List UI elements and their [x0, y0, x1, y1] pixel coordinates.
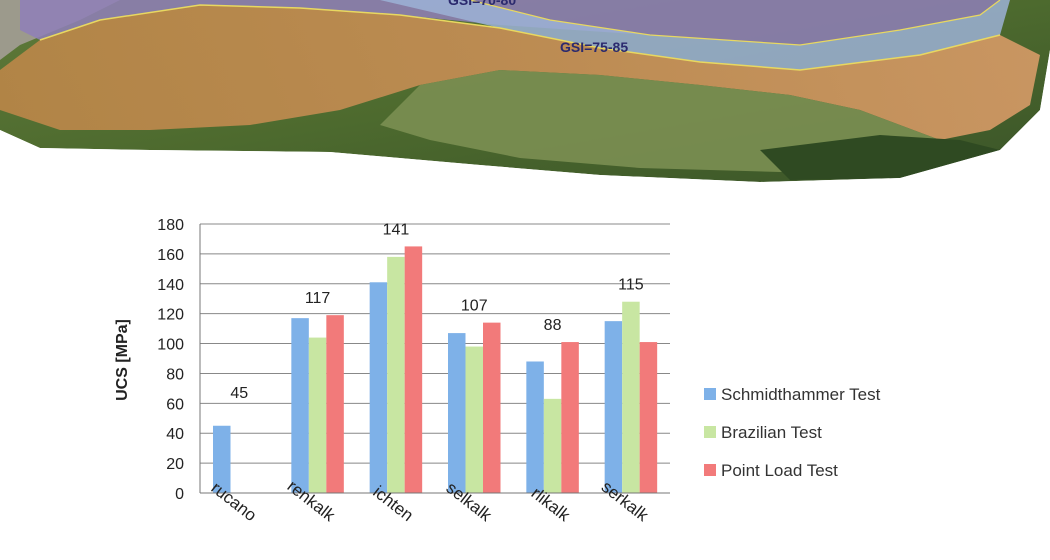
bar: [291, 318, 309, 493]
bar: [387, 256, 405, 493]
bar: [639, 342, 658, 493]
axes: [199, 224, 670, 494]
legend-swatch: [704, 388, 716, 400]
legend-entry: Point Load Test: [721, 461, 838, 480]
bar: [326, 315, 344, 493]
bar: [404, 246, 423, 493]
y-tick-label: 60: [166, 396, 184, 413]
gridlines: [200, 223, 670, 494]
forest: [760, 135, 1000, 180]
data-label: 45: [230, 385, 248, 402]
category-labels: rucano renkalk ichten selkalk rlikalk serkalk: [208, 476, 653, 525]
gsi-label-middle: GSI=75-85: [560, 39, 628, 55]
y-tick-label: 160: [157, 247, 184, 264]
y-tick-label: 180: [157, 217, 184, 234]
bar: [622, 301, 640, 493]
bar: [213, 425, 231, 493]
geological-photo-panel: GSI=70-80 GSI=75-85: [0, 0, 1050, 185]
legend-entry: Schmidthammer Test: [721, 385, 881, 404]
legend-swatch: [704, 464, 716, 476]
y-tick-label: 100: [157, 337, 184, 354]
y-tick-label: 20: [166, 456, 184, 473]
boundary-line: [469, 0, 1001, 46]
y-tick-labels: 0 20 40 60 80 100 120 140 160 180: [157, 217, 184, 503]
y-tick-label: 40: [166, 426, 184, 443]
gsi-label-top: GSI=70-80: [448, 0, 516, 8]
legend-swatch: [704, 426, 716, 438]
bars: [213, 246, 658, 493]
data-label: 88: [544, 317, 562, 334]
bar: [526, 361, 544, 493]
gsi-zone-blue: [380, 0, 1010, 70]
y-tick-label: 80: [166, 366, 184, 383]
y-tick-label: 140: [157, 277, 184, 294]
photo-mask: [0, 50, 1050, 185]
bar: [483, 322, 501, 493]
y-tick-label: 0: [175, 486, 184, 503]
y-axis-label: UCS [MPa]: [114, 319, 131, 401]
bar: [604, 321, 623, 493]
gsi-zone-orange: [0, 5, 1040, 140]
bar: [561, 342, 579, 493]
bar: [465, 346, 483, 493]
y-tick-label: 120: [157, 307, 184, 324]
data-label: 117: [305, 290, 331, 307]
boundary-line: [39, 4, 1001, 71]
legend-entry: Brazilian Test: [721, 423, 822, 442]
bar: [448, 333, 466, 493]
data-label: 107: [461, 298, 488, 315]
data-label: 115: [618, 277, 644, 294]
category-label: rucano: [208, 478, 261, 525]
bar: [369, 282, 388, 493]
data-labels: 45 117 141 107 88 115: [230, 221, 643, 401]
bar: [543, 398, 562, 493]
legend: Schmidthammer Test Brazilian Test Point Lo…: [704, 385, 881, 480]
bar: [308, 337, 327, 493]
data-label: 141: [383, 221, 410, 238]
